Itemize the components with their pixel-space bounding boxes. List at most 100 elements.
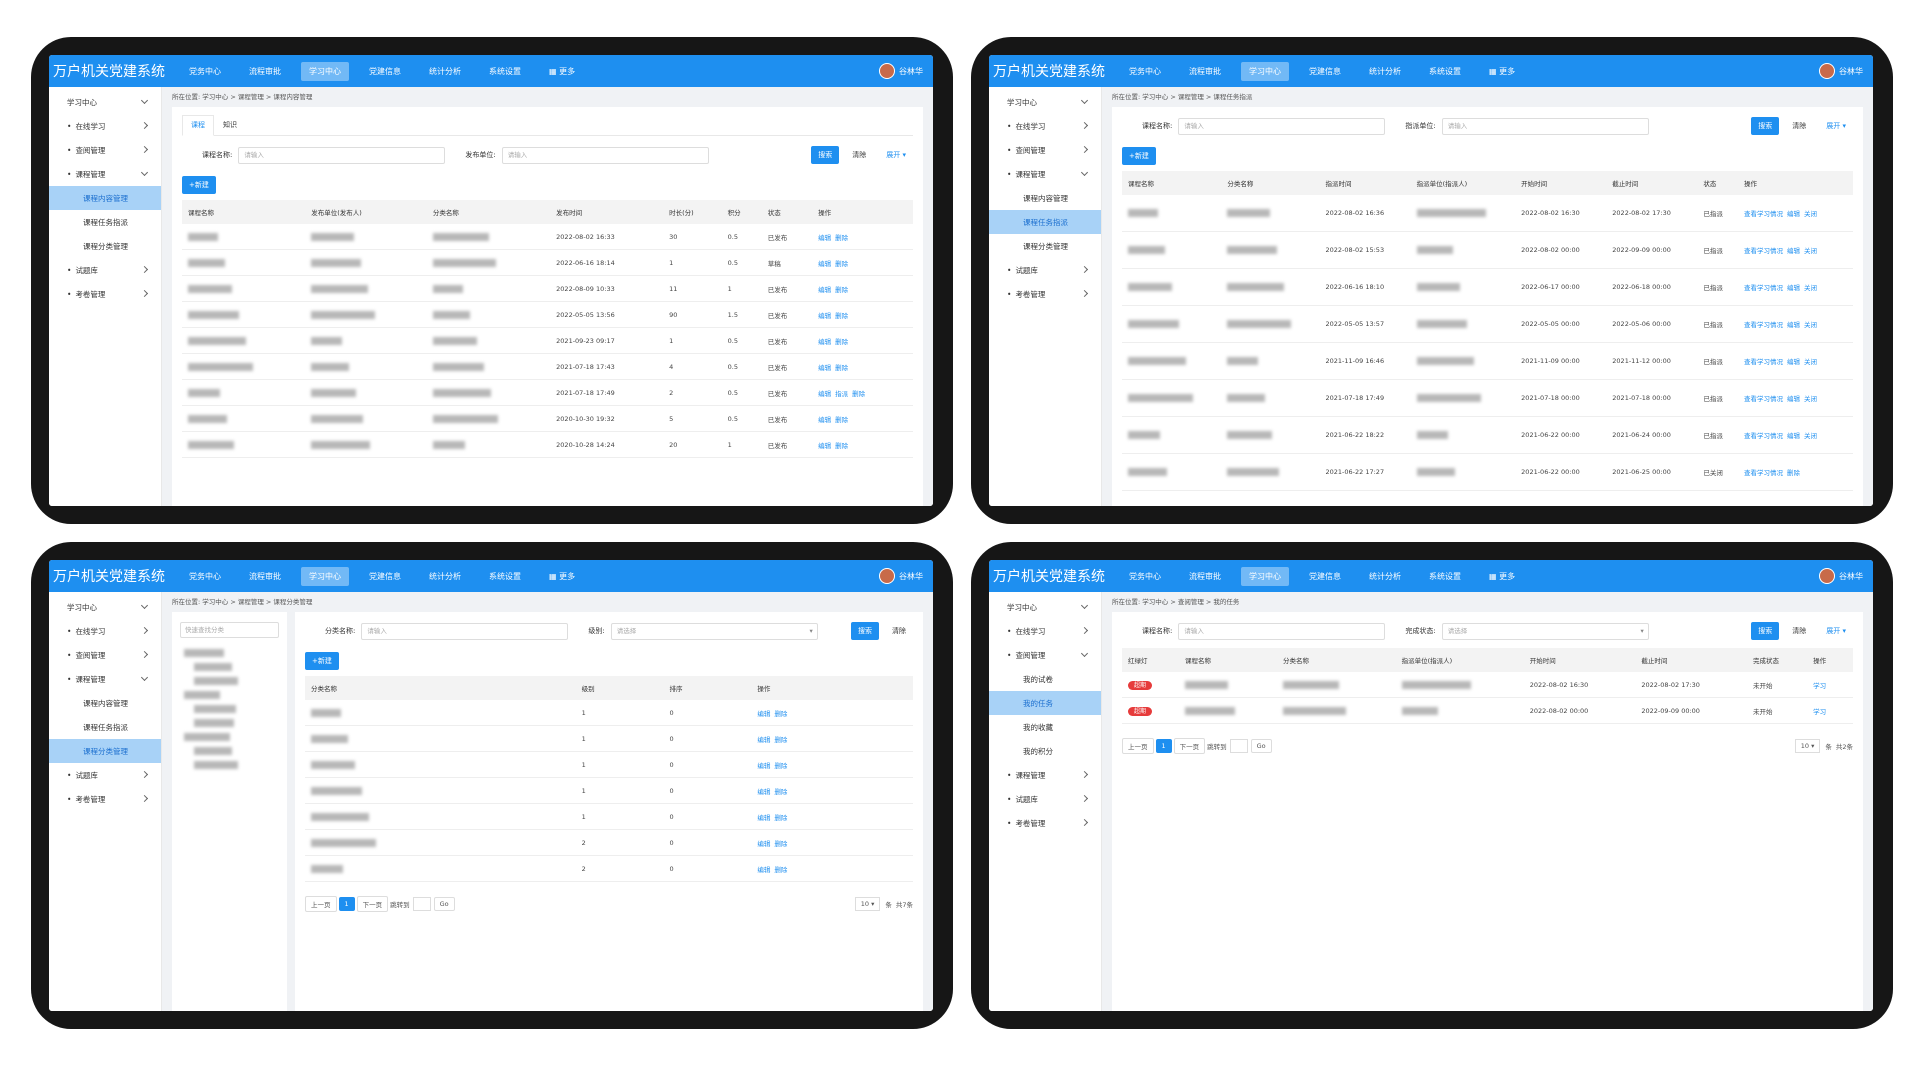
- sidebar-item[interactable]: 课程管理: [989, 162, 1101, 186]
- prev-page[interactable]: 上一页: [305, 896, 337, 912]
- tree-node[interactable]: [180, 716, 279, 730]
- action-link[interactable]: 编辑: [818, 259, 832, 268]
- sidebar-item[interactable]: 课程任务指派: [83, 722, 128, 732]
- action-link[interactable]: 编辑: [1787, 284, 1801, 292]
- sidebar-item[interactable]: 在线学习: [49, 619, 161, 643]
- sidebar-item[interactable]: 我的收藏: [1023, 722, 1053, 732]
- nav-item[interactable]: 流程审批: [249, 66, 281, 76]
- action-link[interactable]: 编辑: [757, 761, 771, 770]
- sidebar-item[interactable]: 课程分类管理: [83, 241, 128, 251]
- sidebar-item[interactable]: 课程内容管理: [83, 698, 128, 708]
- action-link[interactable]: 删除: [774, 865, 788, 874]
- sidebar-item[interactable]: 试题库: [49, 763, 161, 787]
- sidebar-item[interactable]: 试题库: [989, 787, 1101, 811]
- tree-node[interactable]: [180, 758, 279, 772]
- sidebar-item[interactable]: 课程内容管理: [49, 186, 161, 210]
- action-link[interactable]: 指派: [835, 389, 849, 398]
- action-link[interactable]: 查看学习情况: [1744, 358, 1784, 366]
- action-link[interactable]: 编辑: [818, 285, 832, 294]
- nav-item[interactable]: 更多: [1481, 567, 1523, 586]
- sidebar-item[interactable]: 课程任务指派: [989, 210, 1101, 234]
- nav-item[interactable]: 党建信息: [369, 571, 401, 581]
- action-link[interactable]: 删除: [852, 389, 866, 398]
- action-link[interactable]: 编辑: [1787, 432, 1801, 440]
- action-link[interactable]: 查看学习情况: [1744, 395, 1784, 403]
- action-link[interactable]: 删除: [835, 311, 849, 320]
- action-link[interactable]: 编辑: [1787, 395, 1801, 403]
- action-link[interactable]: 删除: [774, 839, 788, 848]
- sidebar-item[interactable]: 课程管理: [49, 162, 161, 186]
- action-link[interactable]: 编辑: [757, 787, 771, 796]
- sidebar-item[interactable]: 我的任务: [989, 691, 1101, 715]
- action-link[interactable]: 查看学习情况: [1744, 284, 1784, 292]
- action-link[interactable]: 编辑: [1787, 321, 1801, 329]
- search-button[interactable]: 搜索: [1751, 622, 1780, 640]
- action-link[interactable]: 编辑: [818, 311, 832, 320]
- nav-item[interactable]: 统计分析: [429, 66, 461, 76]
- nav-item[interactable]: 党建信息: [1309, 571, 1341, 581]
- page-size[interactable]: 10: [854, 897, 881, 911]
- jump-input[interactable]: [1229, 739, 1248, 753]
- filter-select[interactable]: 请选择: [1441, 622, 1649, 640]
- sidebar-item[interactable]: 我的试卷: [1023, 674, 1053, 684]
- next-page[interactable]: 下一页: [1173, 738, 1206, 754]
- action-link[interactable]: 删除: [774, 735, 788, 744]
- sidebar-item[interactable]: 我的积分: [1023, 746, 1053, 756]
- action-link[interactable]: 关闭: [1804, 284, 1818, 292]
- sidebar-item[interactable]: 试题库: [989, 258, 1101, 282]
- search-button[interactable]: 搜索: [811, 146, 840, 164]
- action-link[interactable]: 查看学习情况: [1744, 469, 1784, 477]
- filter-input[interactable]: 请输入: [1178, 622, 1386, 640]
- filter-input[interactable]: 请输入: [1441, 117, 1649, 135]
- action-link[interactable]: 关闭: [1804, 210, 1818, 218]
- action-link[interactable]: 编辑: [1787, 358, 1801, 366]
- nav-item[interactable]: 党务中心: [1129, 571, 1161, 581]
- nav-item[interactable]: 学习中心: [1241, 566, 1289, 586]
- sidebar-item[interactable]: 试题库: [49, 258, 161, 282]
- filter-input[interactable]: 请输入: [1178, 117, 1386, 135]
- nav-item[interactable]: 学习中心: [301, 61, 349, 81]
- sidebar-item[interactable]: 查阅管理: [49, 138, 161, 162]
- search-button[interactable]: 搜索: [1751, 117, 1780, 135]
- nav-item[interactable]: 学习中心: [301, 566, 349, 586]
- sidebar-item[interactable]: 查阅管理: [989, 643, 1101, 667]
- user-menu[interactable]: 谷林华: [879, 568, 923, 584]
- action-link[interactable]: 编辑: [757, 839, 771, 848]
- tree-node[interactable]: [180, 730, 279, 744]
- action-link[interactable]: 编辑: [757, 865, 771, 874]
- sidebar-item[interactable]: 课程内容管理: [1023, 193, 1068, 203]
- action-link[interactable]: 删除: [835, 363, 849, 372]
- action-link[interactable]: 删除: [774, 787, 788, 796]
- action-link[interactable]: 编辑: [757, 735, 771, 744]
- action-link[interactable]: 查看学习情况: [1744, 321, 1784, 329]
- action-link[interactable]: 编辑: [818, 389, 832, 398]
- filter-input[interactable]: 请输入: [501, 146, 709, 164]
- action-link[interactable]: 关闭: [1804, 358, 1818, 366]
- next-page[interactable]: 下一页: [356, 896, 389, 912]
- action-link[interactable]: 查看学习情况: [1744, 432, 1784, 440]
- action-link[interactable]: 关闭: [1804, 432, 1818, 440]
- jump-input[interactable]: [412, 897, 431, 911]
- nav-item[interactable]: 流程审批: [1189, 66, 1221, 76]
- tab[interactable]: 知识: [223, 121, 237, 129]
- nav-item[interactable]: 党务中心: [1129, 66, 1161, 76]
- clear-button[interactable]: 清除: [1792, 627, 1807, 635]
- expand-button[interactable]: 展开: [1819, 117, 1853, 135]
- action-link[interactable]: 删除: [835, 441, 849, 450]
- expand-button[interactable]: 展开: [879, 146, 913, 164]
- action-link[interactable]: 编辑: [818, 337, 832, 346]
- clear-button[interactable]: 清除: [852, 151, 867, 159]
- action-link[interactable]: 删除: [835, 285, 849, 294]
- page-size[interactable]: 10: [1794, 739, 1821, 753]
- nav-item[interactable]: 统计分析: [429, 571, 461, 581]
- nav-item[interactable]: 学习中心: [1241, 61, 1289, 81]
- nav-item[interactable]: 统计分析: [1369, 66, 1401, 76]
- action-link[interactable]: 关闭: [1804, 321, 1818, 329]
- new-button[interactable]: +新建: [1122, 147, 1156, 165]
- nav-item[interactable]: 更多: [541, 62, 583, 81]
- sidebar-item[interactable]: 学习中心: [989, 90, 1101, 114]
- nav-item[interactable]: 系统设置: [1429, 66, 1461, 76]
- nav-item[interactable]: 系统设置: [489, 66, 521, 76]
- action-link[interactable]: 查看学习情况: [1744, 247, 1784, 255]
- action-link[interactable]: 删除: [835, 259, 849, 268]
